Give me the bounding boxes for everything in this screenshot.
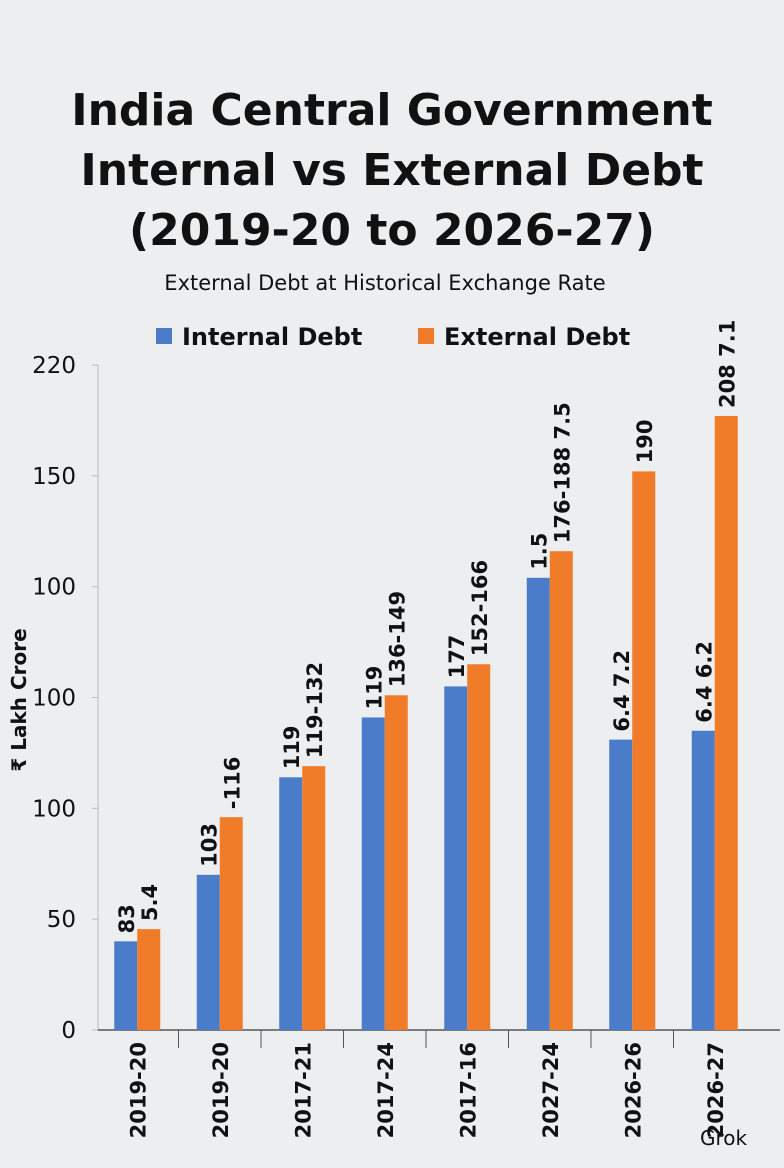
bar [384, 695, 408, 1030]
legend-swatch [156, 328, 172, 344]
bar [114, 941, 138, 1030]
bar [196, 874, 220, 1030]
bar [137, 929, 161, 1030]
y-tick-label: 100 [32, 575, 76, 601]
data-label: 152-166 [468, 560, 492, 656]
chart-title: India Central Government [71, 85, 713, 136]
x-tick-label: 2017-21 [291, 1042, 315, 1138]
y-tick-label: 50 [47, 907, 76, 933]
data-label: 119 [362, 666, 386, 710]
bar [609, 739, 633, 1030]
data-label: 190 [633, 420, 657, 464]
bar [361, 717, 385, 1030]
bar [444, 686, 468, 1030]
x-tick-label: 2027-24 [539, 1042, 563, 1138]
bar [714, 415, 738, 1030]
data-label: 83 [115, 904, 139, 933]
data-label: 119-132 [303, 662, 327, 758]
legend-swatch [418, 328, 434, 344]
bar [279, 777, 303, 1030]
data-label: 5.4 [138, 884, 162, 921]
y-tick-label: 0 [61, 1018, 76, 1044]
data-label: -116 [220, 757, 244, 810]
data-label: 177 [445, 635, 469, 679]
bar [632, 471, 656, 1030]
data-label: 176-188 7.5 [550, 402, 574, 543]
x-tick-label: 2026-26 [621, 1042, 645, 1138]
data-label: 208 7.1 [715, 320, 739, 408]
y-tick-label: 220 [32, 353, 76, 379]
data-label: 6.4 7.2 [610, 650, 634, 732]
data-label: 6.4 6.2 [692, 641, 716, 723]
data-label: 119 [280, 725, 304, 769]
chart-subtitle: External Debt at Historical Exchange Rat… [164, 271, 605, 295]
bar [467, 664, 491, 1030]
data-label: 103 [197, 823, 221, 867]
x-tick-label: 2019-20 [126, 1042, 150, 1138]
data-label: 1.5 [527, 533, 551, 570]
chart-title: Internal vs External Debt [80, 145, 703, 196]
x-tick-label: 2017-16 [456, 1042, 480, 1138]
y-tick-label: 150 [32, 464, 76, 490]
bar [549, 551, 573, 1030]
bar [526, 577, 550, 1030]
bar [302, 766, 326, 1030]
y-tick-label: 100 [32, 796, 76, 822]
bar [691, 730, 715, 1030]
x-tick-label: 2019-20 [209, 1042, 233, 1138]
bar [219, 817, 243, 1030]
watermark: Grok [700, 1126, 748, 1150]
x-tick-label: 2017-24 [374, 1042, 398, 1138]
legend-label: Internal Debt [182, 323, 362, 351]
x-tick-label: 2026-27 [704, 1042, 728, 1138]
y-tick-label: 100 [32, 686, 76, 712]
legend-label: External Debt [444, 323, 630, 351]
chart-title: (2019-20 to 2026-27) [129, 205, 655, 256]
data-label: 136-149 [385, 591, 409, 687]
y-axis-label: ₹ Lakh Crore [7, 628, 31, 771]
